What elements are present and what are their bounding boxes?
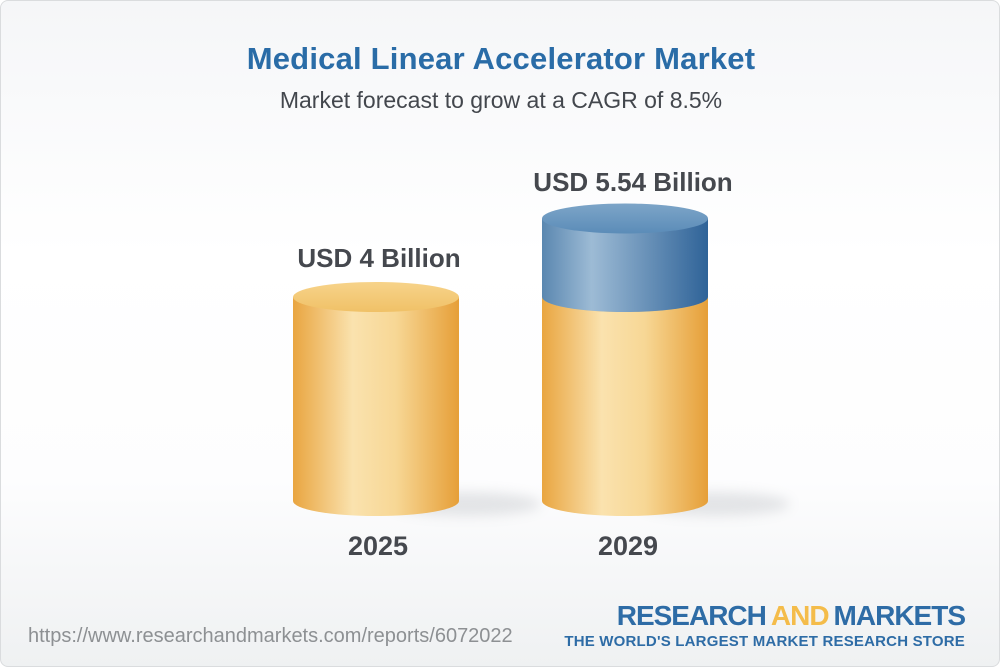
cylinder-body-base-market: [542, 297, 708, 516]
logo-word-and: AND: [770, 600, 830, 631]
bar-category-label-2025: 2025: [347, 531, 409, 561]
bar-value-label-2029: USD 5.54 Billion: [533, 167, 733, 197]
bar-category-label-2029: 2029: [597, 531, 659, 561]
logo-word-research: RESEARCH: [616, 600, 767, 631]
cylinder-body-forecast-growth: [542, 218, 708, 312]
logo-tagline: THE WORLD'S LARGEST MARKET RESEARCH STOR…: [564, 633, 965, 650]
cylinder-top-market-size-2025: [293, 282, 459, 312]
research-and-markets-logo: RESEARCH AND MARKETS THE WORLD'S LARGEST M…: [564, 600, 966, 650]
logo-word-markets: MARKETS: [833, 600, 966, 631]
report-url-link[interactable]: https://www.researchandmarkets.com/repor…: [28, 625, 513, 647]
page-title: Medical Linear Accelerator Market: [246, 41, 756, 76]
bar-value-label-2025: USD 4 Billion: [297, 243, 461, 273]
cylinder-body-market-size-2025: [293, 297, 459, 516]
logo-wordmark: RESEARCH AND MARKETS: [616, 600, 966, 631]
cylinder-top-forecast-growth: [542, 203, 708, 234]
page-subtitle: Market forecast to grow at a CAGR of 8.5…: [279, 87, 723, 113]
